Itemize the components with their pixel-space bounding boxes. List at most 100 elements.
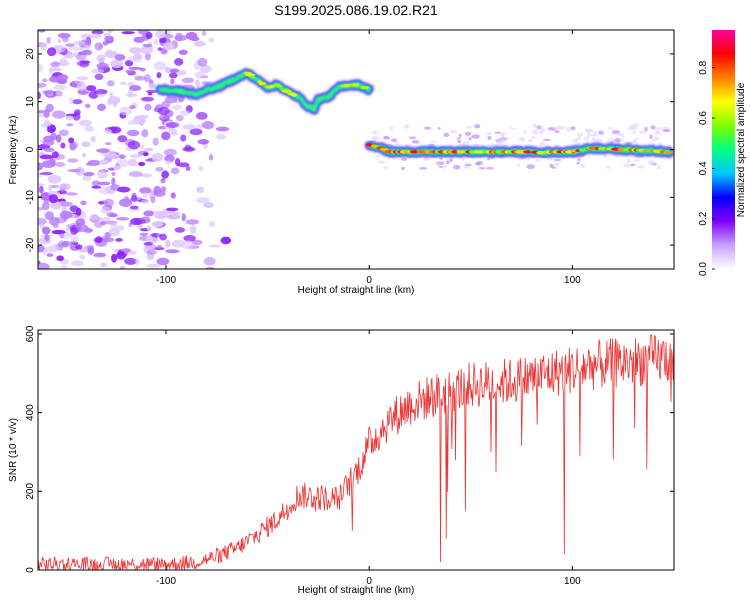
snr-y-ticks: 0 200 400 600 <box>25 325 674 573</box>
noise-blob <box>216 134 227 140</box>
noise-blob <box>85 162 93 166</box>
ridge-halo-blob <box>486 166 495 170</box>
x-tick-label: 100 <box>564 275 581 286</box>
lower-ridge-peak <box>579 148 584 152</box>
noise-blob <box>70 226 78 236</box>
noise-blob <box>142 152 149 157</box>
ridge-halo-blob <box>632 139 636 143</box>
noise-blob <box>58 129 69 137</box>
ridge-halo-blob <box>449 158 453 163</box>
noise-blob <box>118 154 126 160</box>
ridge-halo-blob <box>487 135 492 140</box>
noise-blob <box>45 122 52 127</box>
ridge-halo-blob <box>403 124 410 129</box>
noise-blob <box>129 105 136 110</box>
x-tick-label: 0 <box>366 576 372 587</box>
noise-blob <box>195 197 210 204</box>
noise-blob <box>133 218 146 225</box>
noise-blob <box>93 253 107 258</box>
noise-blob <box>99 159 109 165</box>
noise-blob <box>139 232 149 236</box>
noise-blob <box>55 162 66 167</box>
noise-blob <box>113 165 121 171</box>
noise-blob <box>200 64 212 74</box>
ridge-halo-blob <box>496 142 503 147</box>
noise-blob <box>196 186 204 194</box>
noise-blob <box>79 60 91 64</box>
noise-blob <box>140 46 154 55</box>
noise-blob <box>181 213 186 222</box>
noise-blob <box>208 36 215 43</box>
noise-blob <box>146 250 158 255</box>
noise-blob <box>38 217 47 225</box>
noise-blob <box>174 57 184 66</box>
ridge-halo-blob <box>442 165 447 169</box>
ridge-halo-blob <box>650 125 656 130</box>
lower-ridge-peak <box>469 150 475 154</box>
noise-blob <box>133 36 145 43</box>
y-tick-label: 0 <box>25 567 36 573</box>
ridge-halo-blob <box>458 133 462 138</box>
noise-blob <box>139 144 145 150</box>
noise-blob <box>90 215 99 221</box>
noise-blob <box>170 211 182 215</box>
colorbar-tick-label: 0.6 <box>698 111 709 125</box>
noise-blob <box>41 201 50 211</box>
noise-blob <box>59 61 70 66</box>
noise-blob <box>38 109 46 114</box>
noise-blob <box>118 198 133 208</box>
noise-blob <box>56 255 64 262</box>
noise-blob <box>144 52 151 61</box>
noise-blob <box>81 49 93 56</box>
noise-blob <box>108 228 120 237</box>
upper-ridge-layer <box>158 70 371 112</box>
ridge-halo-blob <box>422 158 430 161</box>
ridge-halo-blob <box>377 160 386 164</box>
noise-blob <box>38 91 41 100</box>
ridge-halo-blob <box>500 133 505 138</box>
ridge-halo-blob <box>478 167 486 170</box>
noise-blob <box>106 49 113 56</box>
ridge-halo-blob <box>412 140 420 144</box>
noise-blob <box>43 135 56 143</box>
noise-blob <box>63 54 74 59</box>
ridge-halo-blob <box>647 160 656 165</box>
noise-blob <box>167 68 180 73</box>
noise-blob <box>40 42 47 51</box>
noise-blob <box>195 112 208 120</box>
spectrogram-y-label: Frequency (Hz) <box>8 116 19 185</box>
ridge-halo-blob <box>382 136 390 140</box>
noise-blob <box>68 97 74 105</box>
noise-blob <box>171 239 185 248</box>
ridge-halo-blob <box>576 132 584 137</box>
ridge-halo-blob <box>607 126 613 130</box>
noise-blob <box>143 241 153 246</box>
lower-ridge-peak <box>451 150 458 154</box>
noise-blob <box>51 151 59 159</box>
ridge-halo-blob <box>437 127 441 130</box>
ridge-halo-blob <box>471 134 480 139</box>
noise-blob <box>153 38 159 46</box>
noise-blob <box>189 36 200 42</box>
spectrogram-x-ticks: -100 0 100 <box>156 30 581 286</box>
upper-ridge-peak <box>290 93 298 97</box>
noise-blob <box>91 180 101 187</box>
noise-blob <box>119 106 133 116</box>
noise-blob <box>38 260 41 265</box>
ridge-halo-blob <box>464 164 472 167</box>
upper-ridge-peak <box>360 86 370 90</box>
noise-blob <box>194 71 206 79</box>
ridge-halo-blob <box>636 165 645 169</box>
ridge-halo-blob <box>408 136 417 140</box>
noise-blob <box>60 264 68 269</box>
noise-blob <box>48 194 59 204</box>
noise-blob <box>127 89 133 98</box>
ridge-halo-blob <box>518 137 526 142</box>
noise-blob <box>155 30 166 39</box>
noise-blob <box>203 201 214 208</box>
ridge-halo-blob <box>616 132 625 137</box>
ridge-halo-blob <box>644 126 648 132</box>
noise-blob <box>57 39 62 43</box>
ridge-halo-blob <box>375 155 381 158</box>
ridge-halo-blob <box>577 158 581 162</box>
